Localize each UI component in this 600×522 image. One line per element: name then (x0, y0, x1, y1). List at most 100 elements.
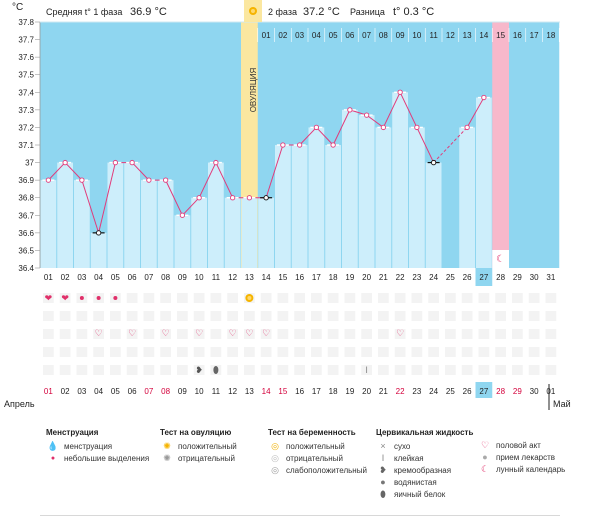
small-discharge-icon (113, 296, 118, 300)
legend-ovulation-test: Тест на овуляцию ✺ положительный ✺ отрицат… (160, 428, 237, 464)
legend: Менструация 💧 менструация ● небольшие выде… (0, 420, 600, 520)
pregnancy-positive-icon: ◎ (271, 440, 279, 451)
symbol-cell (478, 347, 490, 357)
legend-menstruation-title: Менструация (46, 428, 99, 437)
small-discharge-icon (79, 296, 84, 300)
temperature-point (481, 94, 487, 101)
symbol-cell (411, 293, 423, 303)
diff-value: t° 0.3 °C (393, 6, 434, 18)
temperature-bar (90, 232, 107, 268)
symbol-cell (193, 311, 205, 321)
symbol-cell (545, 347, 557, 357)
y-tick-label: 36.9 (18, 176, 34, 185)
pregnancy-weak-icon: ◎ (271, 464, 279, 475)
watery-icon: ● (380, 477, 386, 487)
symbol-cell (93, 347, 104, 357)
legend-ovulation-test-title: Тест на овуляцию (160, 428, 232, 437)
calendar-date-bottom: 04 (94, 387, 103, 396)
symbol-cell (311, 365, 322, 375)
calendar-date-bottom: 15 (278, 387, 287, 396)
symbol-cell (143, 329, 155, 339)
temperature-point (363, 112, 370, 118)
legend-item: половой акт (496, 440, 541, 450)
temperature-bar (342, 109, 358, 268)
calendar-date-label: 13 (245, 273, 254, 282)
calendar-date-label: 07 (144, 273, 153, 282)
cycle-day-label: 13 (463, 31, 472, 40)
sticky-icon: I (381, 453, 385, 463)
symbol-cell (394, 365, 406, 375)
symbol-cell (193, 293, 205, 303)
cycle-day-label: 17 (530, 31, 539, 40)
calendar-date-bottom: 25 (446, 387, 455, 396)
symbol-cell (227, 311, 238, 321)
calendar-date-label: 11 (212, 273, 221, 282)
calendar-date-bottom: 01 (546, 387, 555, 396)
y-tick-label: 36.8 (18, 194, 34, 203)
symbol-cell (277, 347, 289, 357)
symbol-cell (43, 347, 54, 357)
symbol-cell (445, 365, 456, 375)
symbol-cell (495, 329, 506, 339)
period-column (492, 22, 509, 268)
diff-label: Разница (350, 7, 385, 17)
ovulation-label: ОВУЛЯЦИЯ (249, 67, 258, 112)
symbol-rows: ❤ ❤ ♡ ♡ ♡ ♡ ♡ ♡ ♡ ♡ ❥ I ☾ (43, 250, 557, 375)
temperature-bar (409, 127, 425, 268)
temperature-point (179, 212, 186, 218)
temperature-segment (316, 127, 334, 146)
calendar-date-bottom: 08 (161, 387, 170, 396)
symbol-cell (294, 365, 305, 375)
symbol-cell (545, 329, 557, 339)
calendar-date-label: 26 (463, 273, 472, 282)
calendar-date-label: 10 (195, 273, 204, 282)
symbol-cell (277, 329, 289, 339)
calendar-date-label: 05 (111, 273, 120, 282)
calendar-date-label: 18 (329, 273, 338, 282)
symbol-cell (361, 329, 372, 339)
symbol-cell (277, 311, 289, 321)
calendar-date-label: 04 (94, 273, 103, 282)
symbol-cell (361, 347, 372, 357)
symbol-cell (160, 365, 171, 375)
temperature-segment (466, 97, 485, 128)
symbol-cell (110, 365, 121, 375)
calendar-date-bottom: 21 (379, 387, 388, 396)
temperature-point (162, 177, 169, 183)
symbol-cell (445, 347, 456, 357)
symbol-cell (260, 329, 272, 339)
symbol-cell (143, 293, 155, 303)
legend-item: менструация (64, 441, 113, 451)
temperature-point (79, 177, 85, 183)
symbol-cell (160, 347, 171, 357)
legend-item: водянистая (394, 477, 437, 487)
temperature-segment (81, 179, 100, 234)
symbol-cell (177, 293, 188, 303)
heart-icon: ♡ (396, 328, 404, 338)
symbol-cell (126, 311, 138, 321)
calendar-date-bottom: 06 (128, 387, 137, 396)
symbol-cell (93, 311, 104, 321)
calendar-date-label: 14 (262, 273, 271, 282)
temperature-point-excluded (430, 159, 437, 166)
temperature-bar (157, 180, 174, 268)
menstruation-icon: ❤ (61, 293, 69, 303)
temperature-segment (48, 162, 66, 181)
symbol-cell (227, 365, 238, 375)
symbol-cell (143, 311, 155, 321)
symbol-cell (394, 293, 406, 303)
calendar-date-bottom: 18 (329, 387, 338, 396)
symbol-cell (378, 365, 389, 375)
temperature-segment (399, 92, 418, 128)
symbol-cell (495, 293, 506, 303)
calendar-date-label: 01 (44, 273, 53, 282)
temperature-point (347, 107, 353, 113)
symbol-cell (294, 311, 305, 321)
heart-icon: ♡ (95, 328, 103, 338)
symbol-cell (294, 329, 305, 339)
symbol-cell (445, 311, 456, 321)
symbol-cell (277, 293, 289, 303)
calendar-date-bottom: 09 (178, 387, 187, 396)
y-tick-label: 37.5 (18, 71, 34, 80)
